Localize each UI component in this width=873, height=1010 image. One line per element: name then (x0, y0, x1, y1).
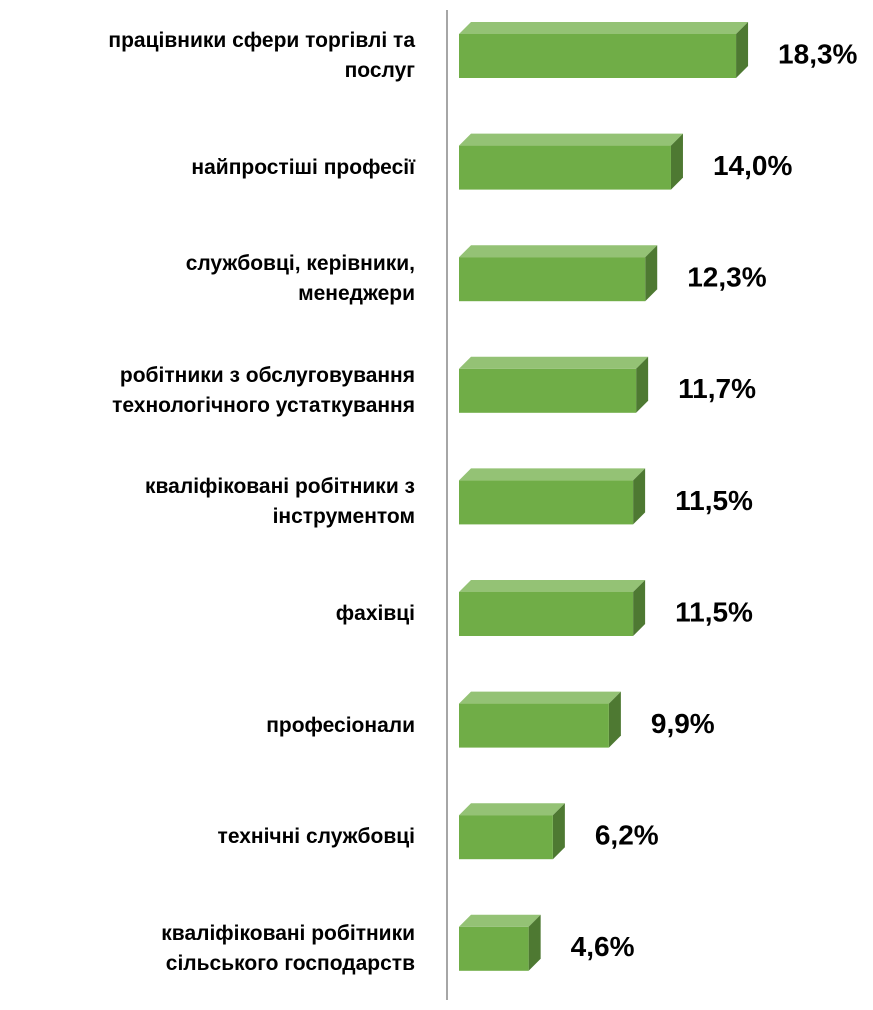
value-label: 4,6% (571, 931, 635, 962)
bar-top (459, 133, 683, 146)
value-label: 9,9% (651, 708, 715, 739)
bar-top (459, 245, 658, 258)
bar-top (459, 691, 621, 704)
bar-top (459, 803, 565, 816)
category-label: фахівці (335, 602, 415, 625)
bar (459, 368, 637, 413)
category-label: найпростіші професії (191, 155, 415, 179)
value-label: 11,5% (675, 596, 753, 627)
category-label: професіонали (266, 713, 415, 737)
value-label: 18,3% (778, 38, 857, 69)
value-label: 11,7% (678, 373, 756, 404)
category-label: кваліфіковані робітники сільського госпо… (161, 921, 415, 975)
bar (459, 34, 737, 78)
bar-side (670, 133, 683, 190)
bar (459, 926, 529, 971)
bar-top (459, 914, 541, 927)
bar-side (736, 22, 749, 78)
category-label: робітники з обслуговування технологічног… (112, 363, 415, 417)
bar-side (552, 803, 565, 860)
bar-side (636, 356, 649, 413)
bar-side (645, 245, 658, 302)
bar-side (633, 468, 646, 525)
value-label: 12,3% (687, 262, 766, 293)
bar (459, 592, 634, 636)
bar (459, 257, 646, 302)
bar-top (459, 580, 646, 592)
category-label: кваліфіковані робітники з інструментом (145, 475, 415, 529)
bar (459, 703, 609, 748)
bar-side (633, 580, 646, 636)
value-label: 6,2% (595, 820, 659, 851)
bar (459, 815, 553, 860)
bar (459, 480, 634, 525)
category-label: технічні службовці (217, 825, 415, 849)
category-label: службовці, керівники, менеджери (185, 252, 415, 306)
bar-top (459, 22, 749, 34)
bar-top (459, 468, 646, 481)
value-label: 11,5% (675, 485, 753, 516)
bar-top (459, 356, 649, 369)
bar (459, 145, 671, 190)
category-label: працівники сфери торгівлі та послуг (108, 29, 415, 82)
bar-side (528, 914, 541, 971)
bar-side (608, 691, 621, 748)
value-label: 14,0% (713, 150, 792, 181)
